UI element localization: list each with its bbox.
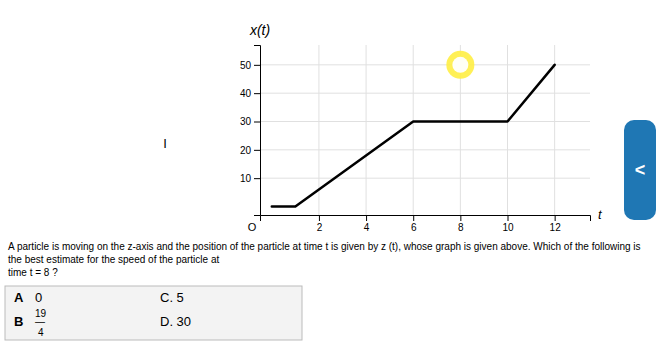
y-tick: 30 [240,116,260,127]
x-tick-label: 12 [550,222,562,233]
x-tick: 12 [550,215,562,233]
y-tick-label: 10 [240,173,252,184]
y-tick-label: 20 [240,145,252,156]
y-tick: 40 [240,88,260,99]
annotations: O I A particle is moving on the z-axis and… [5,120,656,340]
fraction-denominator: 4 [38,327,44,338]
y-tick: 20 [240,145,260,156]
grid-line-y [260,178,590,179]
x-tick-label: 4 [364,222,370,233]
highlight-center [452,57,468,73]
plot-area [272,51,555,207]
nav-button-label[interactable]: < [635,160,646,180]
x-tick-mark [319,215,320,221]
y-tick-mark [254,122,260,123]
answer-value: 0 [35,290,42,305]
x-tick-mark [508,215,509,221]
x-tick-mark [460,215,461,221]
x-axis: 2 4 6 8 10 12 [261,215,591,233]
answer-letter: A [14,290,24,305]
nav-button[interactable]: < [624,120,656,220]
cursor-label: I [163,136,167,151]
x-tick-mark [555,215,556,221]
y-tick-mark [254,65,260,66]
y-tick-mark [254,150,260,151]
nav-button-bg[interactable] [624,120,656,220]
data-line [272,65,555,207]
y-axis-line [254,46,261,216]
answer-box [5,286,302,340]
chart-svg: 246810121020304050x(t)tOIA particle is m… [0,0,661,343]
y-tick: 50 [240,60,260,71]
y-axis: 10 20 30 40 50 [240,46,261,216]
x-tick: 10 [502,215,514,233]
grid-line-x [366,45,367,215]
y-tick-mark [254,93,260,94]
y-tick-label: 50 [240,60,252,71]
y-tick: 10 [240,173,260,184]
grid-line-y [260,149,590,150]
answer-choice: C. 5 [160,290,184,305]
x-tick-label: 2 [317,222,323,233]
highlight-glow [446,51,474,79]
grid-line-x [554,45,555,215]
x-tick: 8 [458,215,464,233]
x-tick: 4 [364,215,370,233]
grid-line-x [507,45,508,215]
x-tick-mark [413,215,414,221]
origin-label: O [248,221,257,233]
grid [260,45,590,215]
x-tick: 6 [411,215,417,233]
chart-title: x(t) [249,22,270,38]
y-tick-label: 30 [240,116,252,127]
grid-line-x [413,45,414,215]
question-text: time t = 8 ? [8,267,58,278]
fraction-bar: — [35,316,45,327]
x-axis-label: t [598,207,603,222]
grid-line-y [260,64,590,65]
y-tick-label: 40 [240,88,252,99]
answer-choice: D. 30 [160,314,191,329]
x-tick-label: 8 [458,222,464,233]
question-text: A particle is moving on the z-axis and t… [8,241,641,265]
y-tick-mark [254,178,260,179]
grid-line-y [260,93,590,94]
x-tick: 2 [317,215,323,233]
x-tick-label: 6 [411,222,417,233]
answer-letter: B [14,314,23,329]
x-tick-label: 10 [502,222,514,233]
x-tick-mark [366,215,367,221]
x-axis-line [261,216,591,222]
